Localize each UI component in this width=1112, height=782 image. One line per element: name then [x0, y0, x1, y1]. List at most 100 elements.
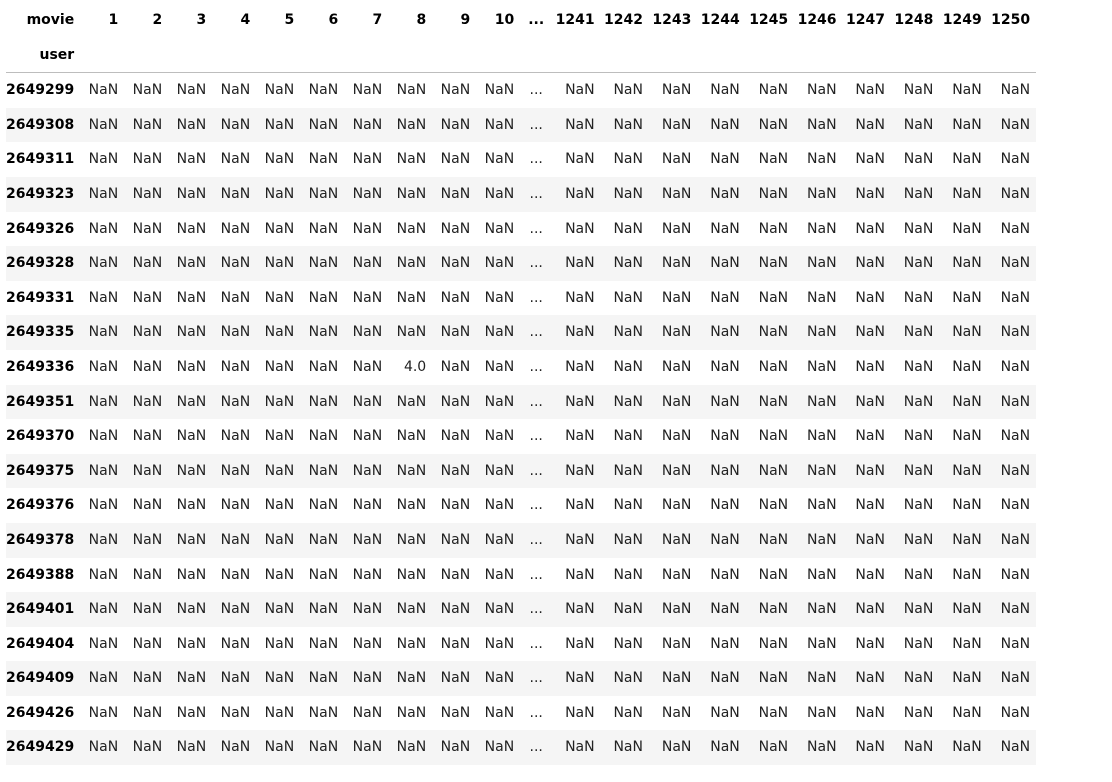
- table-cell: NaN: [890, 384, 940, 420]
- table-cell: NaN: [300, 315, 345, 350]
- table-cell: NaN: [890, 661, 940, 696]
- row-index-user: 2649426: [6, 704, 75, 721]
- index-header-blank: [552, 37, 601, 74]
- table-cell-ellipsis: ...: [520, 384, 553, 420]
- table-cell: NaN: [484, 428, 515, 445]
- table-cell: NaN: [903, 566, 934, 583]
- index-header-blank: [168, 37, 213, 74]
- table-cell: NaN: [396, 428, 427, 445]
- table-cell: NaN: [842, 176, 891, 212]
- table-cell: NaN: [264, 289, 295, 306]
- table-cell: NaN: [80, 453, 125, 489]
- table-cell: NaN: [132, 82, 163, 99]
- table-cell: NaN: [352, 220, 383, 237]
- table-cell: NaN: [220, 566, 251, 583]
- column-header: 4: [240, 12, 251, 28]
- table-cell: NaN: [697, 246, 746, 281]
- table-cell: NaN: [300, 661, 345, 696]
- table-cell: NaN: [745, 176, 795, 212]
- table-cell: NaN: [212, 453, 257, 489]
- table-cell: NaN: [939, 522, 988, 558]
- table-cell-ellipsis: ...: [529, 358, 543, 375]
- table-cell: NaN: [890, 246, 940, 281]
- table-cell: NaN: [212, 730, 257, 766]
- table-cell: NaN: [256, 661, 301, 696]
- table-cell: NaN: [890, 453, 940, 489]
- table-cell: NaN: [256, 107, 301, 143]
- table-cell: NaN: [552, 522, 601, 558]
- table-row: 2649311 NaN NaN NaN NaN NaN NaN NaN NaN NaN NaN...…: [6, 142, 1036, 177]
- table-cell: NaN: [661, 704, 692, 721]
- table-cell: NaN: [952, 635, 982, 652]
- table-cell: NaN: [88, 151, 119, 168]
- table-cell: NaN: [613, 151, 643, 168]
- table-cell: NaN: [440, 635, 471, 652]
- table-cell: NaN: [220, 704, 251, 721]
- table-cell: NaN: [88, 358, 119, 375]
- table-cell-ellipsis: ...: [520, 522, 553, 558]
- table-cell: NaN: [168, 730, 213, 766]
- table-cell: NaN: [352, 151, 383, 168]
- table-cell-ellipsis: ...: [520, 453, 553, 489]
- table-cell-ellipsis: ...: [529, 289, 543, 306]
- table-cell: NaN: [176, 220, 207, 237]
- table-row: 2649375 NaN NaN NaN NaN NaN NaN NaN NaN NaN NaN...…: [6, 453, 1037, 489]
- table-cell: NaN: [440, 566, 471, 583]
- table-cell: NaN: [842, 661, 891, 696]
- table-cell: NaN: [176, 82, 207, 99]
- table-cell: NaN: [697, 592, 746, 627]
- table-cell: NaN: [842, 315, 891, 350]
- table-cell: NaN: [124, 107, 169, 143]
- table-cell: NaN: [168, 107, 213, 143]
- table-row: 2649409 NaN NaN NaN NaN NaN NaN NaN NaN NaN NaN...…: [6, 661, 1037, 696]
- table-cell: NaN: [352, 82, 383, 99]
- table-cell: NaN: [807, 82, 837, 99]
- table-cell: NaN: [132, 566, 163, 583]
- table-cell: NaN: [476, 453, 521, 489]
- index-header-blank: [842, 37, 891, 74]
- table-cell: NaN: [168, 453, 213, 489]
- column-header: 7: [372, 12, 383, 28]
- table-cell: NaN: [648, 592, 698, 627]
- table-cell: NaN: [300, 176, 345, 212]
- table-cell: NaN: [939, 246, 988, 281]
- table-cell: NaN: [484, 82, 515, 99]
- table-row: 2649401 NaN NaN NaN NaN NaN NaN NaN NaN NaN NaN...…: [6, 592, 1037, 627]
- table-cell: NaN: [476, 661, 521, 696]
- table-cell: NaN: [80, 315, 125, 350]
- table-cell: NaN: [308, 635, 339, 652]
- table-cell: NaN: [939, 661, 988, 696]
- table-cell: NaN: [552, 315, 601, 350]
- table-row: 2649336 NaN NaN NaN NaN NaN NaN NaN 4.0 NaN NaN...…: [6, 350, 1036, 385]
- table-cell: NaN: [807, 566, 837, 583]
- table-cell: NaN: [613, 704, 643, 721]
- table-cell: NaN: [212, 107, 257, 143]
- table-cell: NaN: [987, 315, 1037, 350]
- table-cell: NaN: [903, 704, 934, 721]
- table-cell: NaN: [710, 220, 740, 237]
- table-cell: NaN: [552, 246, 601, 281]
- table-cell: NaN: [132, 358, 163, 375]
- table-cell: NaN: [697, 730, 746, 766]
- table-cell: NaN: [432, 315, 477, 350]
- table-cell: NaN: [648, 176, 698, 212]
- table-cell: NaN: [256, 730, 301, 766]
- table-cell: NaN: [124, 246, 169, 281]
- table-cell: NaN: [1000, 497, 1031, 514]
- table-cell: NaN: [710, 82, 740, 99]
- table-cell: NaN: [600, 453, 649, 489]
- table-cell: NaN: [807, 151, 837, 168]
- table-cell: NaN: [476, 315, 521, 350]
- table-cell: NaN: [855, 704, 885, 721]
- table-cell: NaN: [842, 522, 891, 558]
- table-cell: NaN: [124, 522, 169, 558]
- table-cell: NaN: [432, 592, 477, 627]
- table-cell: NaN: [124, 592, 169, 627]
- table-cell: NaN: [855, 151, 885, 168]
- table-cell: NaN: [807, 428, 837, 445]
- table-cell: NaN: [220, 220, 251, 237]
- table-cell: NaN: [352, 428, 383, 445]
- table-cell: NaN: [124, 730, 169, 766]
- table-cell: NaN: [987, 107, 1037, 143]
- table-cell: NaN: [613, 497, 643, 514]
